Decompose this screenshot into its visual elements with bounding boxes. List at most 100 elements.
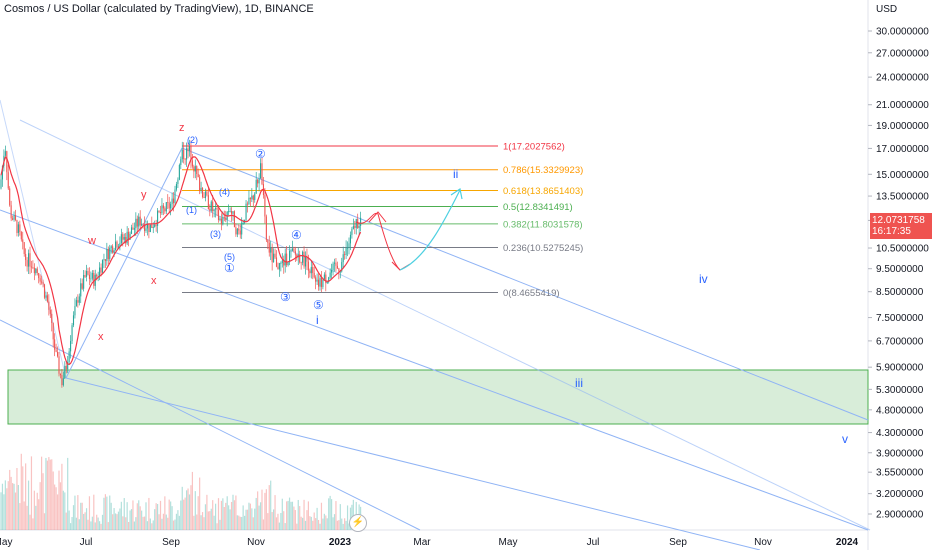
candle-body[interactable] bbox=[138, 216, 140, 227]
channel-lines[interactable] bbox=[0, 99, 871, 550]
candle-body[interactable] bbox=[228, 211, 230, 212]
candle-body[interactable] bbox=[217, 209, 220, 220]
candle-body[interactable] bbox=[345, 247, 347, 255]
candle-body[interactable] bbox=[64, 365, 66, 379]
candle-body[interactable] bbox=[7, 172, 9, 189]
candle-body[interactable] bbox=[173, 198, 175, 203]
candle-body[interactable] bbox=[265, 216, 267, 241]
candle-body[interactable] bbox=[77, 300, 79, 303]
candle-body[interactable] bbox=[104, 259, 106, 261]
candle-body[interactable] bbox=[65, 365, 67, 370]
candle-body[interactable] bbox=[52, 323, 54, 340]
candle-body[interactable] bbox=[223, 217, 225, 218]
candle-body[interactable] bbox=[183, 149, 185, 159]
projection-recovery-path[interactable] bbox=[399, 189, 461, 271]
candle-body[interactable] bbox=[42, 281, 44, 285]
candle-body[interactable] bbox=[348, 243, 350, 248]
candle-body[interactable] bbox=[257, 179, 259, 184]
candle-body[interactable] bbox=[233, 211, 235, 228]
candle-body[interactable] bbox=[99, 267, 101, 277]
candle-body[interactable] bbox=[158, 210, 160, 213]
candle-body[interactable] bbox=[236, 228, 238, 235]
candle-body[interactable] bbox=[75, 300, 77, 307]
candle-body[interactable] bbox=[339, 271, 341, 273]
candle-body[interactable] bbox=[360, 217, 362, 226]
candle-body[interactable] bbox=[139, 216, 141, 226]
moving-average-line[interactable] bbox=[0, 156, 362, 366]
candle-body[interactable] bbox=[81, 283, 83, 289]
candle-body[interactable] bbox=[322, 279, 324, 287]
candle-body[interactable] bbox=[342, 254, 344, 263]
candle-body[interactable] bbox=[0, 179, 2, 189]
candle-body[interactable] bbox=[171, 198, 173, 205]
candle-body[interactable] bbox=[80, 283, 82, 297]
candle-body[interactable] bbox=[178, 164, 180, 180]
candle-body[interactable] bbox=[197, 173, 199, 178]
candle-body[interactable] bbox=[299, 254, 301, 263]
candle-body[interactable] bbox=[146, 223, 148, 229]
candle-body[interactable] bbox=[204, 191, 206, 199]
candle-body[interactable] bbox=[268, 242, 270, 253]
candle-body[interactable] bbox=[231, 211, 233, 214]
candle-body[interactable] bbox=[116, 241, 118, 248]
candle-body[interactable] bbox=[304, 255, 307, 267]
candle-body[interactable] bbox=[155, 224, 157, 226]
candle-body[interactable] bbox=[58, 356, 60, 374]
wave-labels[interactable]: z y w x x (2) (1) (3) (4) (5) ① ② ③ ④ ⑤ … bbox=[87, 122, 848, 446]
candle-body[interactable] bbox=[120, 234, 122, 244]
candle-body[interactable] bbox=[78, 296, 80, 303]
candle-body[interactable] bbox=[35, 268, 37, 274]
candle-body[interactable] bbox=[246, 203, 249, 205]
support-zone[interactable] bbox=[7, 369, 869, 425]
candle-body[interactable] bbox=[222, 217, 224, 225]
candle-body[interactable] bbox=[215, 207, 217, 210]
candle-body[interactable] bbox=[267, 240, 269, 243]
candle-body[interactable] bbox=[232, 211, 234, 214]
candle-body[interactable] bbox=[30, 266, 32, 268]
candle-body[interactable] bbox=[159, 212, 162, 214]
candle-body[interactable] bbox=[36, 268, 38, 273]
candle-body[interactable] bbox=[72, 315, 75, 326]
candle-body[interactable] bbox=[358, 225, 360, 228]
candle-body[interactable] bbox=[220, 218, 222, 225]
candle-body[interactable] bbox=[313, 272, 315, 278]
candle-body[interactable] bbox=[254, 193, 256, 200]
candle-body[interactable] bbox=[23, 242, 25, 255]
candle-body[interactable] bbox=[29, 253, 31, 267]
candle-body[interactable] bbox=[241, 222, 243, 235]
candle-body[interactable] bbox=[281, 260, 283, 264]
candle-body[interactable] bbox=[286, 253, 288, 266]
candle-body[interactable] bbox=[326, 281, 328, 284]
candle-body[interactable] bbox=[13, 215, 15, 220]
candle-body[interactable] bbox=[148, 223, 150, 233]
candle-body[interactable] bbox=[119, 243, 121, 247]
candle-body[interactable] bbox=[128, 231, 130, 240]
candle-body[interactable] bbox=[249, 197, 251, 200]
candle-body[interactable] bbox=[316, 279, 318, 282]
candle-body[interactable] bbox=[238, 228, 240, 231]
candle-body[interactable] bbox=[130, 227, 133, 234]
candle-body[interactable] bbox=[296, 254, 298, 258]
candle-body[interactable] bbox=[331, 270, 333, 273]
candle-body[interactable] bbox=[54, 339, 56, 350]
candle-body[interactable] bbox=[151, 224, 153, 228]
candle-body[interactable] bbox=[38, 272, 40, 279]
projection-down-path[interactable] bbox=[355, 212, 401, 271]
candle-body[interactable] bbox=[229, 211, 231, 212]
candle-body[interactable] bbox=[41, 281, 43, 283]
candle-body[interactable] bbox=[312, 267, 314, 273]
candle-body[interactable] bbox=[213, 209, 215, 212]
candle-body[interactable] bbox=[336, 265, 338, 269]
candle-body[interactable] bbox=[196, 166, 198, 174]
candle-body[interactable] bbox=[71, 325, 73, 342]
candle-body[interactable] bbox=[51, 313, 53, 324]
candle-body[interactable] bbox=[207, 195, 209, 210]
candle-body[interactable] bbox=[122, 234, 124, 240]
candle-body[interactable] bbox=[212, 201, 214, 212]
candle-body[interactable] bbox=[194, 166, 196, 172]
candle-body[interactable] bbox=[291, 248, 293, 251]
candle-body[interactable] bbox=[293, 248, 295, 252]
candle-body[interactable] bbox=[310, 267, 312, 274]
candle-body[interactable] bbox=[275, 257, 278, 267]
